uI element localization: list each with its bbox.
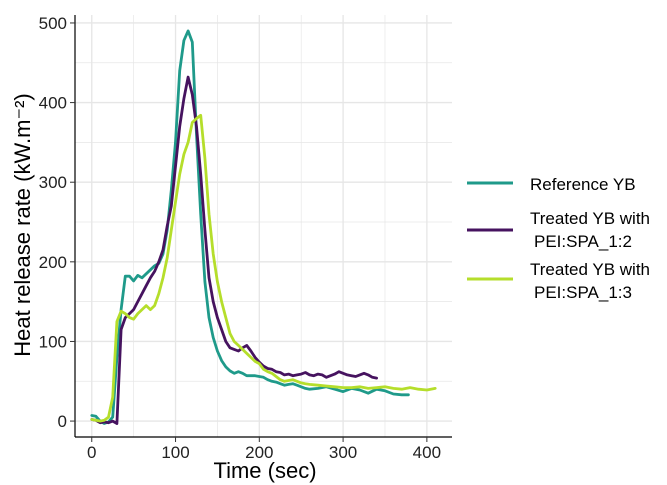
legend-label-3: Treated YB with xyxy=(530,260,650,279)
grid xyxy=(75,15,452,437)
y-tick-label: 500 xyxy=(39,14,67,33)
y-tick-label: 400 xyxy=(39,94,67,113)
x-axis-title: Time (sec) xyxy=(213,458,316,483)
y-tick-label: 100 xyxy=(39,332,67,351)
legend-label-2: PEI:SPA_1:2 xyxy=(534,232,632,251)
x-tick-label: 400 xyxy=(413,443,441,462)
x-tick-label: 200 xyxy=(245,443,273,462)
y-tick-label: 200 xyxy=(39,253,67,272)
y-tick-label: 0 xyxy=(58,412,67,431)
x-tick-label: 300 xyxy=(329,443,357,462)
x-tick-label: 0 xyxy=(87,443,96,462)
series-lines xyxy=(90,29,437,425)
legend-label-2: Treated YB with xyxy=(530,209,650,228)
series-line-3 xyxy=(90,113,437,423)
x-tick-label: 100 xyxy=(161,443,189,462)
legend: Reference YB Treated YB with PEI:SPA_1:2 Tr… xyxy=(467,175,650,302)
legend-label-1: Reference YB xyxy=(530,175,636,194)
y-axis-title: Heat release rate (kW.m⁻²) xyxy=(10,93,35,356)
y-tick-label: 300 xyxy=(39,173,67,192)
series-line-1 xyxy=(90,29,410,425)
legend-label-3: PEI:SPA_1:3 xyxy=(534,283,632,302)
axes: 0 100 200 300 400 0 100 200 300 400 500 xyxy=(39,14,452,462)
series-line-2 xyxy=(90,75,378,425)
